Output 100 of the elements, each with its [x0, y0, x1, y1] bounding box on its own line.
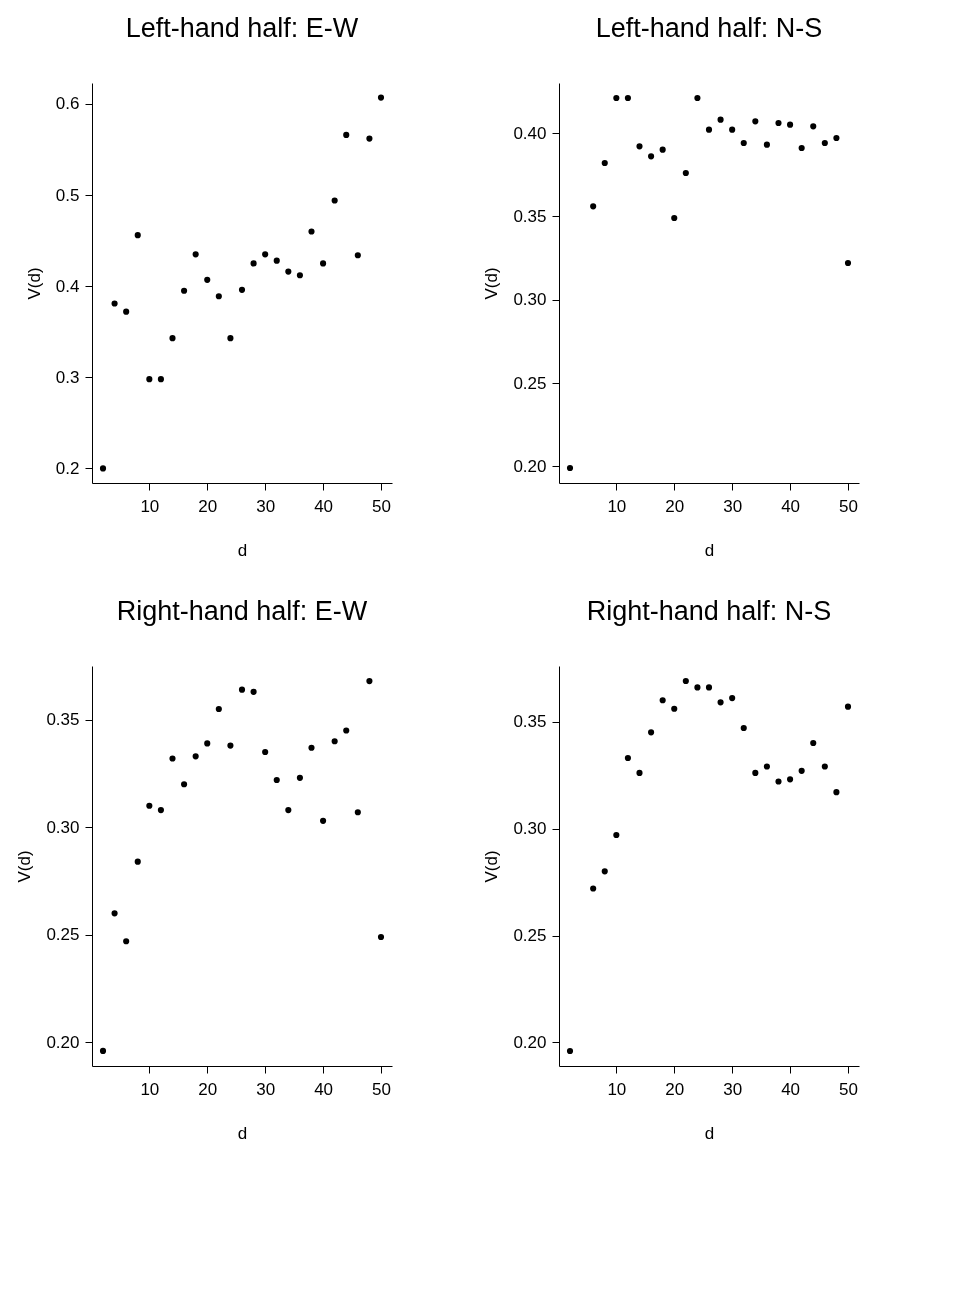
- point: [238, 286, 246, 293]
- point: [648, 729, 655, 736]
- x-tick-label: 10: [607, 496, 627, 516]
- x-tick-label: 50: [839, 1079, 858, 1099]
- point: [320, 260, 327, 267]
- point: [250, 688, 257, 695]
- point: [763, 141, 770, 148]
- point: [366, 677, 373, 685]
- x-tick-label: 30: [256, 1079, 276, 1099]
- x-tick-label: 30: [256, 496, 276, 516]
- y-tick-label: 0.30: [513, 290, 547, 310]
- point: [157, 807, 164, 814]
- point: [636, 143, 643, 150]
- x-axis-title: d: [704, 540, 715, 560]
- point: [238, 686, 246, 693]
- point: [343, 131, 350, 139]
- point: [787, 121, 794, 128]
- point: [694, 684, 701, 691]
- point: [682, 677, 689, 685]
- point: [740, 724, 747, 732]
- point: [320, 817, 327, 824]
- x-tick-label: 50: [372, 1079, 391, 1099]
- point: [648, 153, 655, 160]
- point: [601, 868, 608, 875]
- x-tick-label: 50: [372, 496, 391, 516]
- point: [844, 259, 852, 267]
- point: [659, 697, 666, 704]
- point: [705, 126, 713, 133]
- point: [844, 703, 852, 710]
- point: [123, 938, 130, 945]
- point: [134, 232, 141, 239]
- point: [111, 300, 118, 307]
- point: [810, 123, 817, 130]
- y-axis-title: V(d): [482, 267, 502, 300]
- point: [227, 335, 234, 342]
- point: [204, 276, 211, 283]
- y-tick-label: 0.35: [513, 712, 547, 732]
- point: [682, 169, 689, 177]
- chart-title: Right-hand half: E-W: [116, 596, 368, 626]
- point: [566, 1047, 574, 1055]
- y-tick-label: 0.3: [55, 367, 80, 387]
- point: [775, 778, 782, 785]
- point: [215, 293, 222, 300]
- point: [181, 287, 188, 294]
- y-tick-label: 0.2: [55, 458, 80, 478]
- point: [296, 272, 303, 279]
- y-axis-title: V(d): [482, 850, 502, 883]
- point: [821, 139, 828, 147]
- point: [99, 465, 107, 472]
- x-tick-label: 30: [723, 496, 743, 516]
- point: [717, 116, 724, 123]
- y-tick-label: 0.35: [46, 710, 80, 730]
- point: [250, 260, 257, 267]
- point: [787, 776, 794, 783]
- point: [659, 146, 666, 153]
- chart-title: Left-hand half: E-W: [125, 13, 359, 43]
- x-tick-label: 50: [839, 496, 858, 516]
- point: [717, 699, 724, 706]
- point: [308, 228, 315, 235]
- point: [798, 144, 805, 152]
- point: [613, 831, 620, 839]
- point: [331, 197, 338, 204]
- point: [204, 740, 211, 747]
- point: [227, 742, 234, 749]
- point: [192, 753, 199, 760]
- point: [636, 769, 643, 777]
- point: [377, 933, 385, 941]
- x-axis-title: d: [237, 1123, 248, 1143]
- x-tick-label: 10: [607, 1079, 627, 1099]
- x-axis-title: d: [237, 540, 248, 560]
- y-axis-title: V(d): [15, 850, 35, 883]
- y-tick-label: 0.25: [513, 373, 547, 393]
- point: [285, 268, 292, 275]
- point: [752, 769, 759, 777]
- point: [157, 376, 164, 383]
- point: [613, 94, 620, 102]
- point: [694, 94, 701, 102]
- point: [308, 744, 315, 751]
- point: [833, 134, 840, 142]
- x-tick-label: 10: [140, 1079, 160, 1099]
- point: [146, 376, 153, 383]
- y-tick-label: 0.30: [46, 817, 80, 837]
- point: [601, 159, 608, 167]
- point: [763, 763, 770, 770]
- y-tick-label: 0.20: [513, 1032, 547, 1052]
- point: [566, 464, 574, 472]
- chart-title: Right-hand half: N-S: [586, 596, 832, 626]
- point: [343, 727, 350, 734]
- y-tick-label: 0.5: [55, 185, 80, 205]
- point: [134, 858, 141, 865]
- point: [752, 118, 759, 125]
- y-tick-label: 0.6: [55, 94, 80, 114]
- x-tick-label: 10: [140, 496, 160, 516]
- point: [590, 203, 597, 210]
- point: [215, 705, 222, 713]
- y-tick-label: 0.35: [513, 206, 547, 226]
- point: [705, 684, 713, 691]
- point: [273, 776, 280, 784]
- point: [377, 94, 385, 101]
- point: [146, 802, 153, 809]
